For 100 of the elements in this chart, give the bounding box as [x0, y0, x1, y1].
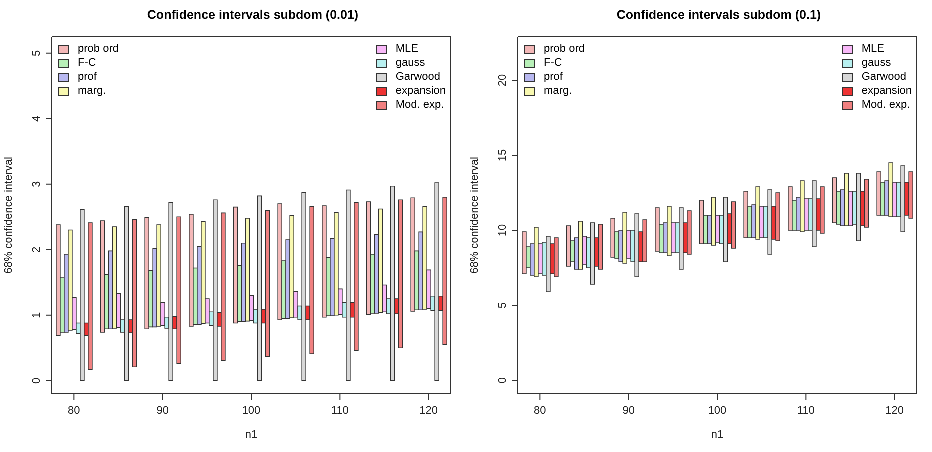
bar: [610, 218, 616, 258]
bar: [410, 198, 416, 312]
bar: [812, 180, 817, 248]
y-tick-label: 10: [497, 224, 509, 237]
x-tick-label: 80: [534, 405, 546, 417]
bar: [124, 206, 130, 382]
x-tick-label: 120: [420, 405, 438, 417]
legend-label: Garwood: [396, 71, 440, 83]
x-tick-label: 90: [622, 405, 635, 417]
bar: [310, 206, 314, 354]
bar: [622, 212, 628, 264]
chart-title: Confidence intervals subdom (0.1): [616, 7, 822, 24]
legend-label: prob ord: [78, 43, 119, 55]
bar: [245, 218, 250, 322]
y-tick-label: 1: [31, 312, 43, 318]
bar: [442, 197, 448, 346]
bar: [888, 162, 894, 218]
bar: [80, 210, 85, 382]
y-tick-label: 5: [31, 50, 43, 56]
bar: [788, 186, 793, 231]
bar: [168, 202, 174, 382]
legend-label: marg.: [78, 85, 106, 97]
legend-label: MLE: [862, 43, 884, 55]
legend-label: expansion: [862, 85, 912, 97]
bar: [422, 206, 428, 310]
bar: [642, 220, 648, 262]
legend-label: prob ord: [544, 43, 585, 55]
bar: [334, 212, 339, 316]
bar: [776, 192, 780, 242]
bar: [201, 221, 206, 324]
bar: [112, 226, 118, 329]
legend-label: MLE: [396, 43, 418, 55]
bar: [744, 191, 748, 238]
bar: [598, 224, 604, 270]
bar: [522, 232, 527, 274]
bar: [687, 210, 692, 255]
bar: [156, 224, 162, 327]
legend-label: Garwood: [862, 71, 906, 83]
bar: [390, 186, 396, 382]
legend-label: marg.: [544, 85, 572, 97]
bar: [667, 206, 672, 256]
legend-label: prof: [544, 71, 563, 83]
bar: [378, 208, 384, 314]
bar: [221, 212, 226, 361]
y-axis-title: 68% confidence interval: [2, 157, 15, 274]
bar: [434, 182, 440, 382]
y-tick-label: 3: [31, 181, 43, 188]
y-tick-label: 0: [31, 378, 43, 384]
bar: [302, 192, 306, 382]
bar: [820, 186, 825, 234]
legend-label: gauss: [396, 57, 426, 69]
bar: [554, 238, 559, 278]
bar: [278, 204, 282, 320]
bar: [144, 217, 150, 330]
bar: [322, 206, 327, 318]
legend-label: expansion: [396, 85, 446, 97]
bar: [768, 190, 772, 255]
bar: [900, 166, 906, 232]
bar: [88, 222, 93, 370]
legend-label: prof: [78, 71, 97, 83]
x-tick-label: 120: [886, 405, 904, 417]
y-tick-label: 5: [497, 302, 509, 309]
y-tick-label: 15: [497, 149, 509, 162]
bar: [864, 179, 870, 228]
bar: [398, 200, 404, 349]
x-tick-label: 100: [708, 405, 727, 417]
bar: [354, 202, 359, 352]
x-axis-title: n1: [245, 429, 258, 441]
bar: [800, 180, 805, 232]
bar: [534, 227, 539, 278]
legend-label: Mod. exp.: [862, 99, 910, 111]
x-tick-label: 110: [797, 405, 815, 417]
bar: [679, 208, 684, 270]
bar: [546, 236, 551, 292]
bar: [756, 186, 760, 240]
y-tick-label: 4: [31, 116, 43, 122]
bar: [346, 190, 351, 382]
x-tick-label: 90: [156, 405, 169, 417]
bar: [290, 215, 294, 318]
x-tick-label: 110: [331, 405, 349, 417]
bar: [265, 210, 270, 358]
y-tick-label: 0: [497, 377, 509, 384]
legend-label: F-C: [544, 57, 562, 69]
y-tick-label: 20: [497, 74, 509, 87]
bar: [908, 172, 914, 219]
bar: [257, 196, 262, 382]
bar: [56, 224, 61, 336]
bar: [655, 208, 660, 252]
bar: [189, 214, 194, 327]
bar: [176, 216, 182, 364]
y-tick-label: 2: [31, 246, 43, 253]
legend-label: gauss: [862, 57, 892, 69]
bar: [132, 219, 138, 368]
bar: [731, 202, 736, 249]
y-axis-title: 68% confidence interval: [468, 157, 481, 274]
legend-label: Mod. exp.: [396, 99, 444, 111]
chart-title: Confidence intervals subdom (0.01): [146, 7, 360, 24]
x-tick-label: 100: [242, 405, 261, 417]
bar: [634, 214, 640, 278]
x-axis-title: n1: [711, 429, 724, 441]
